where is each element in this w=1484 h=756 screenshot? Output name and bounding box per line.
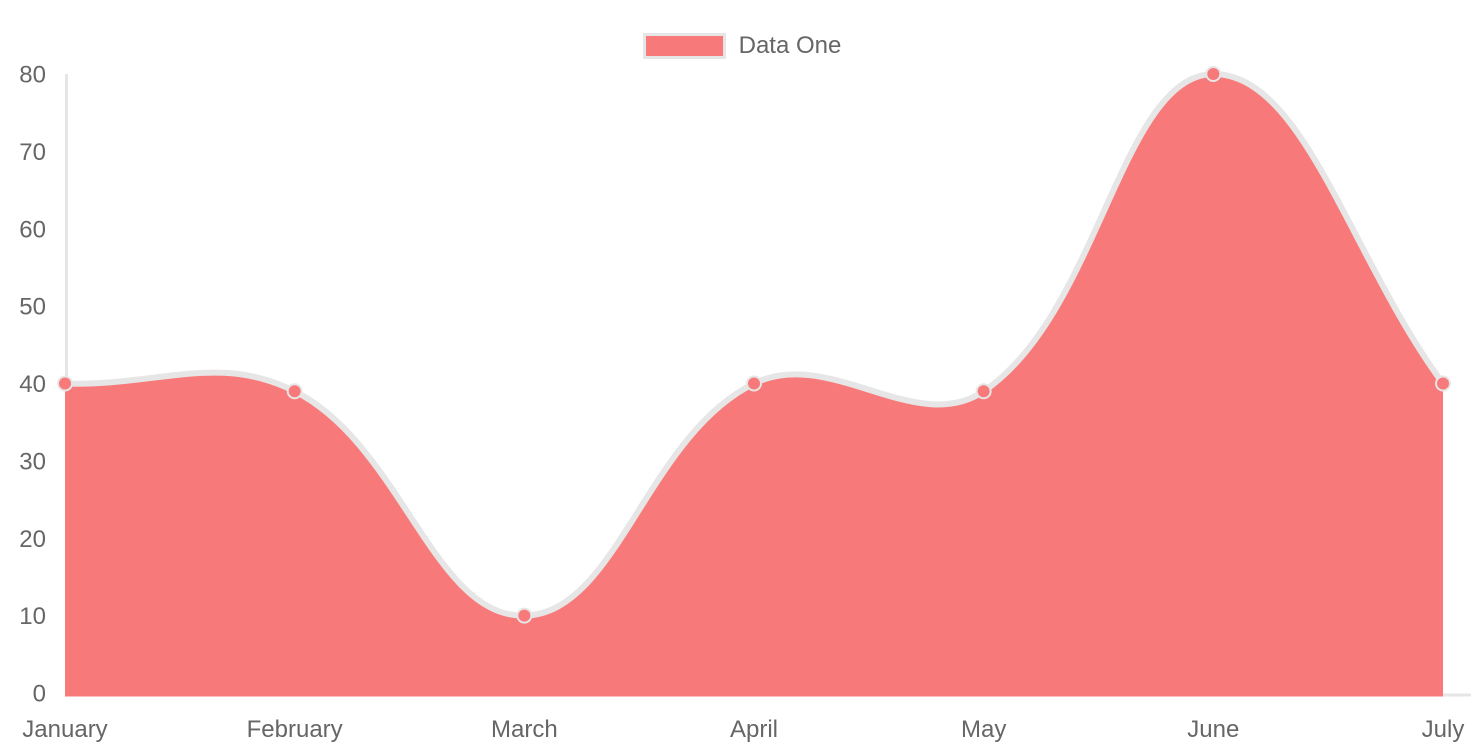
- y-tick-label-20: 20: [19, 526, 46, 553]
- x-tick-label-may: May: [961, 716, 1006, 743]
- x-tick-label-january: January: [22, 716, 107, 743]
- y-tick-label-10: 10: [19, 603, 46, 630]
- y-tick-label-30: 30: [19, 448, 46, 475]
- legend-label: Data One: [738, 32, 842, 59]
- x-tick-label-june: June: [1187, 716, 1239, 743]
- chart-legend: Data One: [0, 33, 1484, 59]
- data-point-may[interactable]: [975, 383, 992, 400]
- data-point-march[interactable]: [516, 607, 533, 624]
- legend-item-data-one[interactable]: Data One: [642, 32, 842, 59]
- data-point-january[interactable]: [57, 375, 73, 392]
- y-tick-label-40: 40: [19, 371, 46, 398]
- legend-swatch: [642, 33, 726, 59]
- data-point-april[interactable]: [746, 375, 762, 392]
- x-tick-label-february: February: [247, 716, 343, 743]
- data-point-february[interactable]: [286, 383, 303, 400]
- y-tick-label-0: 0: [33, 681, 46, 708]
- x-tick-label-april: April: [730, 716, 778, 743]
- x-tick-label-july: July: [1422, 716, 1465, 743]
- y-tick-label-70: 70: [19, 139, 46, 166]
- y-tick-label-80: 80: [19, 62, 46, 89]
- y-tick-label-50: 50: [19, 294, 46, 321]
- data-point-july[interactable]: [1435, 375, 1451, 392]
- x-tick-label-march: March: [491, 716, 558, 743]
- data-point-june[interactable]: [1205, 66, 1222, 82]
- y-tick-label-60: 60: [19, 216, 46, 243]
